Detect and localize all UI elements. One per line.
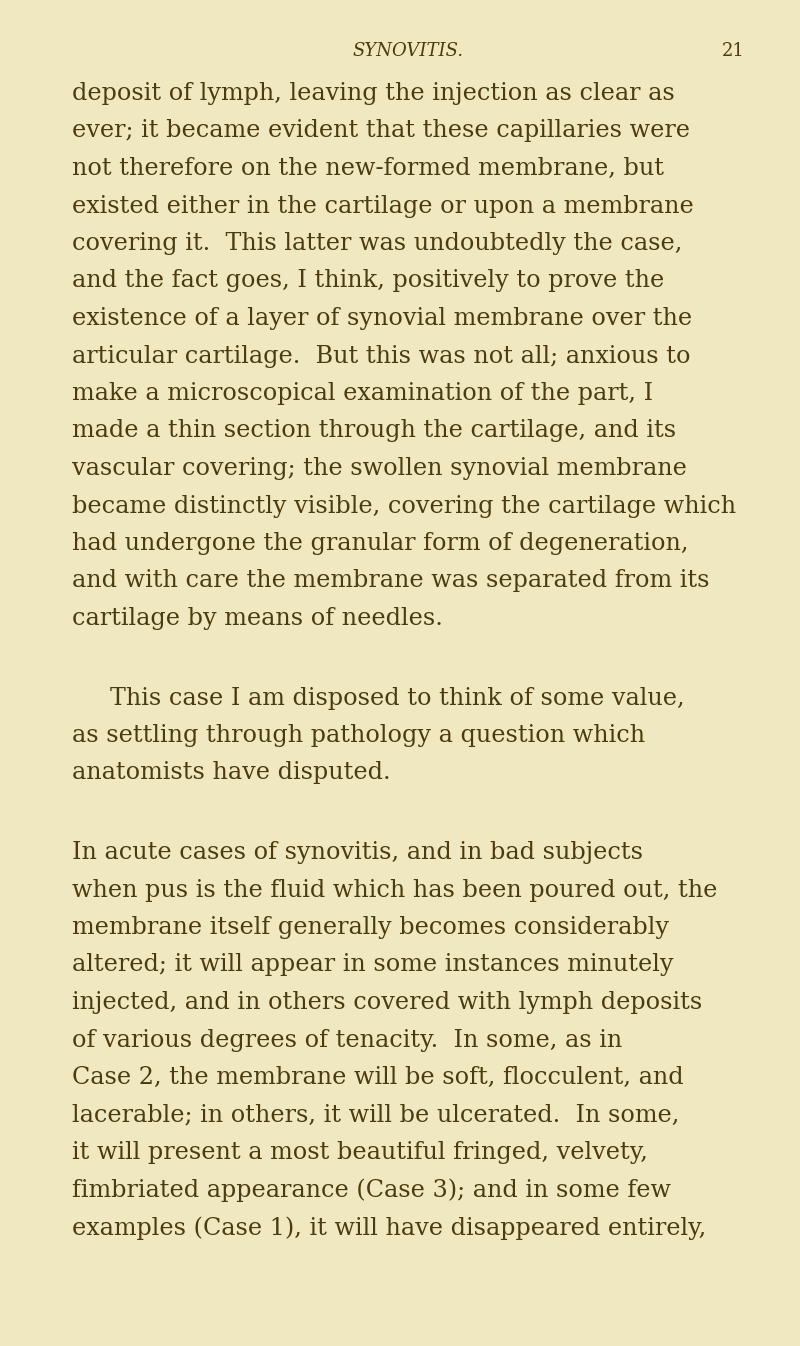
Text: made a thin section through the cartilage, and its: made a thin section through the cartilag…	[72, 420, 676, 443]
Text: it will present a most beautiful fringed, velvety,: it will present a most beautiful fringed…	[72, 1141, 648, 1164]
Text: when pus is the fluid which has been poured out, the: when pus is the fluid which has been pou…	[72, 879, 718, 902]
Text: examples (Case 1), it will have disappeared entirely,: examples (Case 1), it will have disappea…	[72, 1215, 706, 1240]
Text: 21: 21	[722, 42, 745, 61]
Text: ever; it became evident that these capillaries were: ever; it became evident that these capil…	[72, 120, 690, 143]
Text: as settling through pathology a question which: as settling through pathology a question…	[72, 724, 645, 747]
Text: vascular covering; the swollen synovial membrane: vascular covering; the swollen synovial …	[72, 458, 687, 481]
Text: became distinctly visible, covering the cartilage which: became distinctly visible, covering the …	[72, 494, 736, 517]
Text: injected, and in others covered with lymph deposits: injected, and in others covered with lym…	[72, 991, 702, 1014]
Text: and the fact goes, I think, positively to prove the: and the fact goes, I think, positively t…	[72, 269, 664, 292]
Text: SYNOVITIS.: SYNOVITIS.	[353, 42, 464, 61]
Text: not therefore on the new-formed membrane, but: not therefore on the new-formed membrane…	[72, 157, 664, 180]
Text: fimbriated appearance (Case 3); and in some few: fimbriated appearance (Case 3); and in s…	[72, 1179, 671, 1202]
Text: of various degrees of tenacity.  In some, as in: of various degrees of tenacity. In some,…	[72, 1028, 622, 1051]
Text: had undergone the granular form of degeneration,: had undergone the granular form of degen…	[72, 532, 689, 555]
Text: articular cartilage.  But this was not all; anxious to: articular cartilage. But this was not al…	[72, 345, 690, 367]
Text: lacerable; in others, it will be ulcerated.  In some,: lacerable; in others, it will be ulcerat…	[72, 1104, 679, 1127]
Text: membrane itself generally becomes considerably: membrane itself generally becomes consid…	[72, 917, 669, 940]
Text: deposit of lymph, leaving the injection as clear as: deposit of lymph, leaving the injection …	[72, 82, 674, 105]
Text: Case 2, the membrane will be soft, flocculent, and: Case 2, the membrane will be soft, flocc…	[72, 1066, 684, 1089]
Text: make a microscopical examination of the part, I: make a microscopical examination of the …	[72, 382, 653, 405]
Text: cartilage by means of needles.: cartilage by means of needles.	[72, 607, 443, 630]
Text: covering it.  This latter was undoubtedly the case,: covering it. This latter was undoubtedly…	[72, 232, 682, 254]
Text: and with care the membrane was separated from its: and with care the membrane was separated…	[72, 569, 710, 592]
Text: In acute cases of synovitis, and in bad subjects: In acute cases of synovitis, and in bad …	[72, 841, 643, 864]
Text: existed either in the cartilage or upon a membrane: existed either in the cartilage or upon …	[72, 195, 694, 218]
Text: This case I am disposed to think of some value,: This case I am disposed to think of some…	[110, 686, 685, 709]
Text: altered; it will appear in some instances minutely: altered; it will appear in some instance…	[72, 953, 674, 976]
Text: anatomists have disputed.: anatomists have disputed.	[72, 762, 390, 785]
Text: existence of a layer of synovial membrane over the: existence of a layer of synovial membran…	[72, 307, 692, 330]
